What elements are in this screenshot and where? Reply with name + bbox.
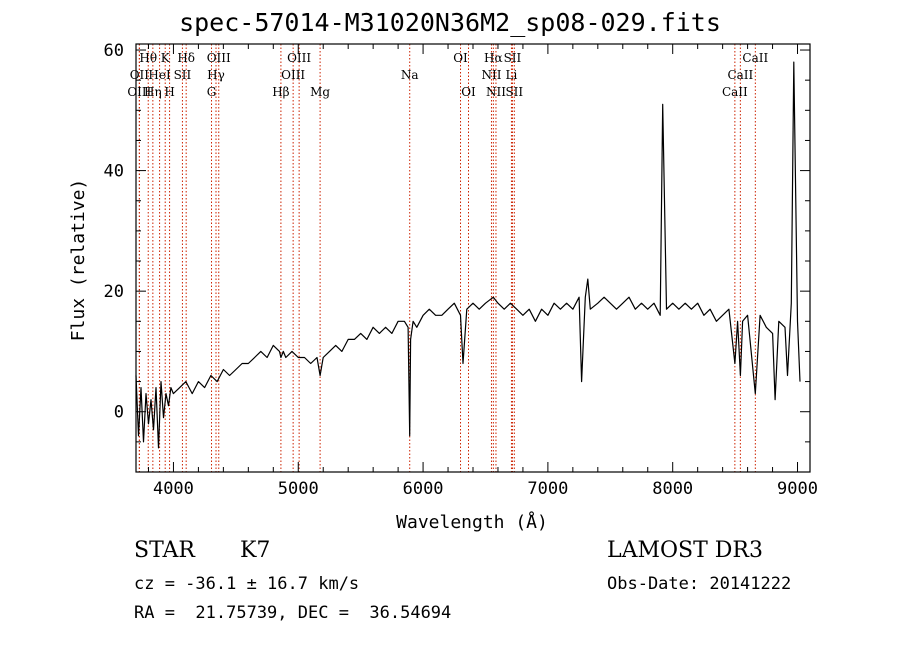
x-axis-label: Wavelength (Å)	[396, 511, 548, 533]
survey-name: LAMOST DR3	[607, 538, 763, 563]
marker-label: SII	[504, 51, 522, 65]
y-tick-label: 60	[104, 41, 124, 61]
marker-label: K	[161, 51, 171, 65]
spectrum-series	[135, 61, 801, 449]
plot-frame	[135, 43, 811, 473]
marker-label: SII	[505, 85, 523, 99]
marker-label: Hβ	[272, 85, 289, 99]
marker-label: NII	[481, 68, 501, 82]
marker-label: Na	[401, 68, 419, 82]
x-tick-label: 4000	[153, 479, 194, 499]
y-tick-label: 0	[114, 403, 124, 423]
marker-label: NII	[486, 85, 506, 99]
y-tick-label: 20	[104, 282, 124, 302]
marker-label: Hα	[484, 51, 503, 65]
marker-label: CaII	[722, 85, 748, 99]
axes: 4000 5000 6000 7000 8000 9000 0 20 40 60	[104, 41, 818, 499]
x-tick-label: 7000	[527, 479, 568, 499]
y-axis-label: Flux (relative)	[68, 179, 89, 342]
marker-label: Hη	[144, 85, 162, 99]
marker-label: OIII	[281, 68, 305, 82]
x-tick-label: 6000	[403, 479, 444, 499]
spectrum-line	[135, 61, 801, 449]
marker-label: CaII	[727, 68, 753, 82]
x-tick-label: 9000	[777, 479, 818, 499]
marker-label: OI	[461, 85, 476, 99]
marker-label: OIII	[287, 51, 311, 65]
object-class: STAR	[134, 538, 195, 563]
obs-date: Obs-Date: 20141222	[607, 574, 792, 594]
coordinates: RA = 21.75739, DEC = 36.54694	[134, 603, 452, 623]
x-tick-label: 5000	[278, 479, 319, 499]
x-tick-label: 8000	[652, 479, 693, 499]
line-markers	[138, 44, 756, 472]
marker-label: HeI	[148, 68, 171, 82]
redshift-value: cz = -36.1 ± 16.7 km/s	[134, 574, 360, 594]
marker-label: G	[207, 85, 217, 99]
marker-label: Hδ	[177, 51, 195, 65]
marker-label: Mg	[310, 85, 330, 99]
marker-label: OI	[453, 51, 468, 65]
spectrum-chart: 4000 5000 6000 7000 8000 9000 0 20 40 60 Hθ OII OII…	[68, 41, 818, 533]
chart-title: spec-57014-M31020N36M2_sp08-029.fits	[179, 8, 721, 37]
marker-label: OIII	[207, 51, 231, 65]
marker-label: OIII	[127, 85, 151, 99]
marker-label: Hγ	[207, 68, 225, 82]
y-tick-label: 40	[104, 162, 124, 182]
marker-label: H	[164, 85, 174, 99]
marker-label: OII	[130, 68, 150, 82]
object-subclass: K7	[240, 538, 271, 563]
marker-label: Li	[506, 68, 518, 82]
marker-label: SII	[174, 68, 192, 82]
marker-label: CaII	[742, 51, 768, 65]
marker-label: Hθ	[139, 51, 157, 65]
